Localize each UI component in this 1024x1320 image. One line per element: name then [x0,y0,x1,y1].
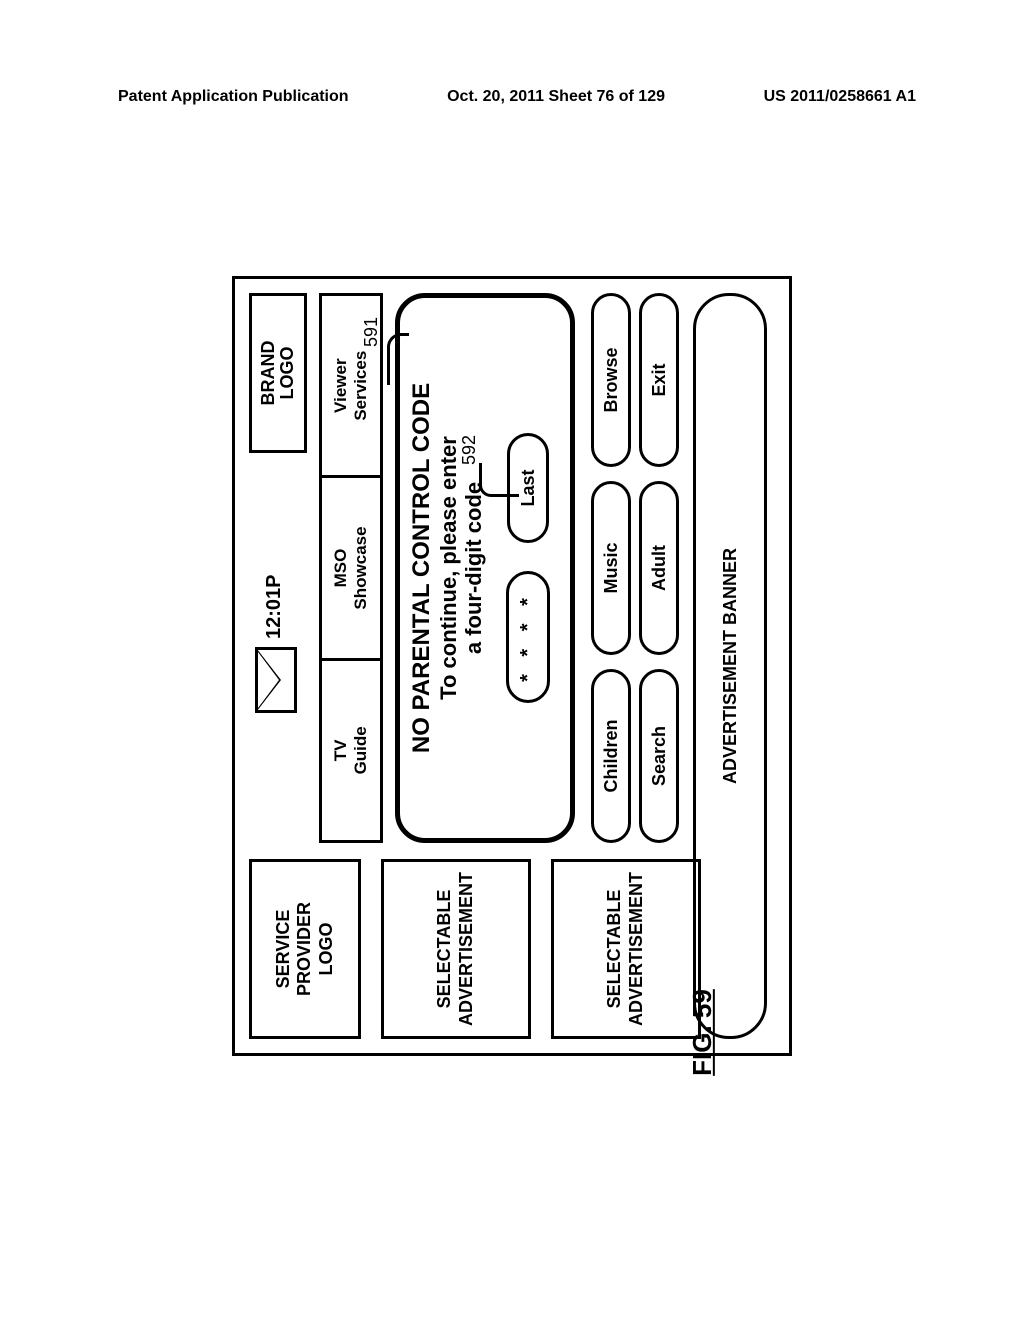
tab-tv-guide-label: TV Guide [331,726,370,774]
pill-adult[interactable]: Adult [639,481,679,655]
selectable-ad-2-text: SELECTABLE ADVERTISEMENT [604,872,647,1026]
dialog-subtitle: To continue, please enter a four-digit c… [436,298,487,838]
pill-children[interactable]: Children [591,669,631,843]
pill-exit[interactable]: Exit [639,293,679,467]
brand-logo: BRAND LOGO [249,293,307,453]
dialog-title: NO PARENTAL CONTROL CODE [408,298,436,838]
brand-logo-text: BRAND LOGO [259,341,297,406]
pill-music[interactable]: Music [591,481,631,655]
category-row-1: Children Music Browse [591,293,631,843]
pill-search[interactable]: Search [639,669,679,843]
callout-label-591: 591 [361,317,382,347]
mail-icon[interactable] [255,647,297,713]
pill-browse[interactable]: Browse [591,293,631,467]
tab-bar: TV Guide MSO Showcase Viewer Services [319,293,383,843]
hdr-docnumber: US 2011/0258661 A1 [764,88,916,106]
code-input[interactable]: * * * * [506,571,550,703]
selectable-ad-2[interactable]: SELECTABLE ADVERTISEMENT [551,859,701,1039]
category-row-2: Search Adult Exit [639,293,679,843]
selectable-ad-1-text: SELECTABLE ADVERTISEMENT [434,872,477,1026]
top-row: 12:01P BRAND LOGO [249,293,307,843]
figure-wrap: SERVICE PROVIDER LOGO SELECTABLE ADVERTI… [122,276,902,1056]
callout-label-592: 592 [459,435,480,465]
figure-caption: FIG. 59 [687,989,718,1076]
selectable-ad-1[interactable]: SELECTABLE ADVERTISEMENT [381,859,531,1039]
advertisement-banner[interactable]: ADVERTISEMENT BANNER [693,293,767,1039]
tab-mso-showcase[interactable]: MSO Showcase [322,475,380,657]
clock-time: 12:01P [263,575,286,640]
parental-code-dialog: NO PARENTAL CONTROL CODE To continue, pl… [395,293,575,843]
service-provider-logo-text: SERVICE PROVIDER LOGO [273,902,338,996]
hdr-publication: Patent Application Publication [118,88,349,106]
service-provider-logo: SERVICE PROVIDER LOGO [249,859,361,1039]
tab-mso-showcase-label: MSO Showcase [331,526,370,609]
hdr-date-sheet: Oct. 20, 2011 Sheet 76 of 129 [447,88,665,106]
main-area: 12:01P BRAND LOGO TV Guide MSO Showcase … [235,293,775,843]
figure-rotated: SERVICE PROVIDER LOGO SELECTABLE ADVERTI… [232,276,792,1056]
tab-tv-guide[interactable]: TV Guide [322,658,380,840]
screen-frame: SERVICE PROVIDER LOGO SELECTABLE ADVERTI… [232,276,792,1056]
callout-leader-592 [479,463,519,497]
page-header: Patent Application Publication Oct. 20, … [0,88,1024,106]
tab-viewer-services-label: Viewer Services [331,351,370,421]
